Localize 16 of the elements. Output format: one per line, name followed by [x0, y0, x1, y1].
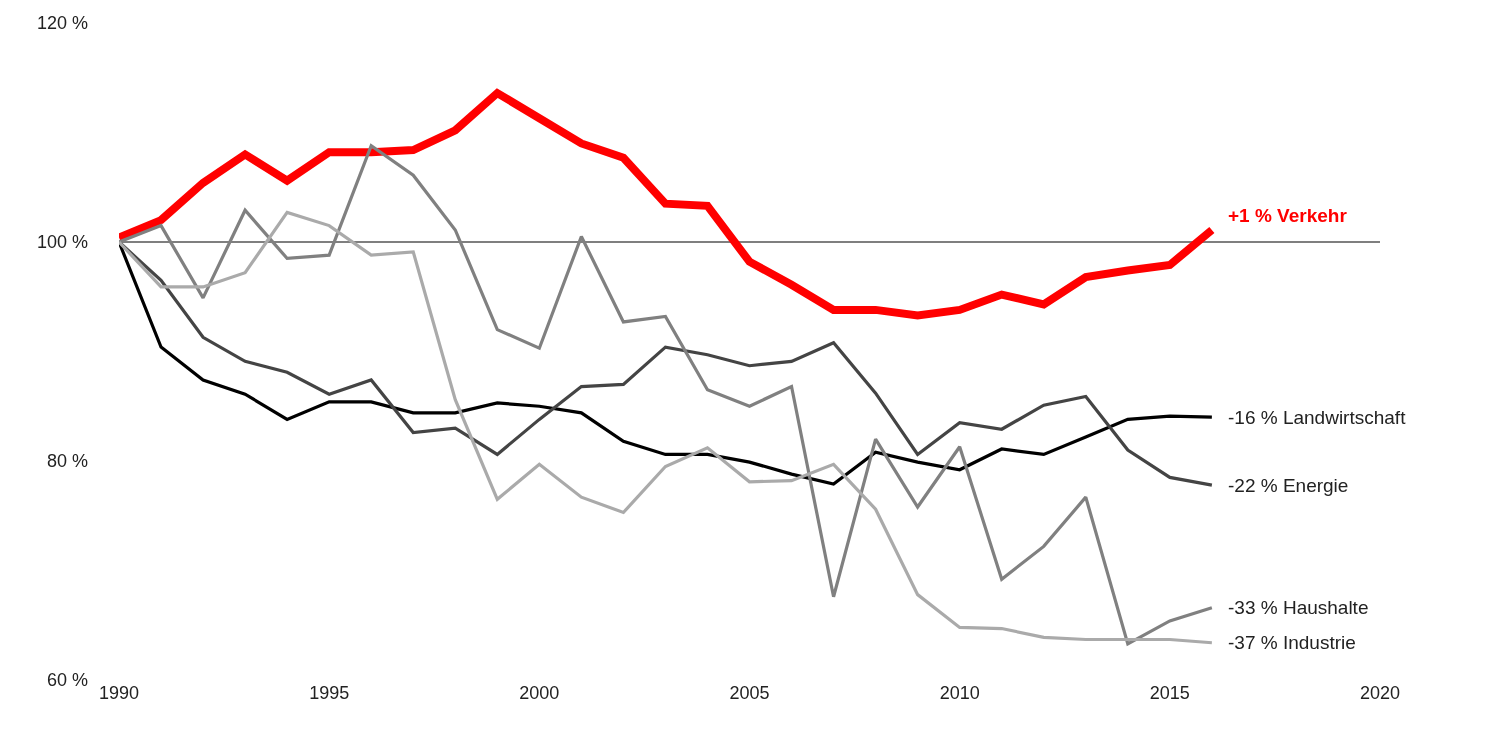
x-tick-label: 2020 — [1359, 683, 1401, 703]
series-label: +1 % Verkehr — [1228, 205, 1348, 226]
x-tick-label: 2015 — [1149, 683, 1190, 703]
series-label: -22 % Energie — [1228, 475, 1349, 496]
x-tick-label: 1995 — [309, 683, 350, 703]
y-tick-label: 80 % — [46, 451, 88, 472]
y-tick-label: 100 % — [36, 232, 88, 253]
x-tick-label: 2010 — [939, 683, 980, 703]
x-tick-label: 2000 — [519, 683, 560, 703]
series-label: -33 % Haushalte — [1228, 597, 1369, 618]
x-tick-label: 1990 — [98, 683, 140, 703]
series-label: -37 % Industrie — [1228, 632, 1356, 653]
x-tick-label: 2005 — [729, 683, 770, 703]
y-tick-label: 120 % — [36, 13, 88, 34]
y-tick-label: 60 % — [46, 670, 88, 691]
series-label: -16 % Landwirtschaft — [1228, 407, 1407, 428]
